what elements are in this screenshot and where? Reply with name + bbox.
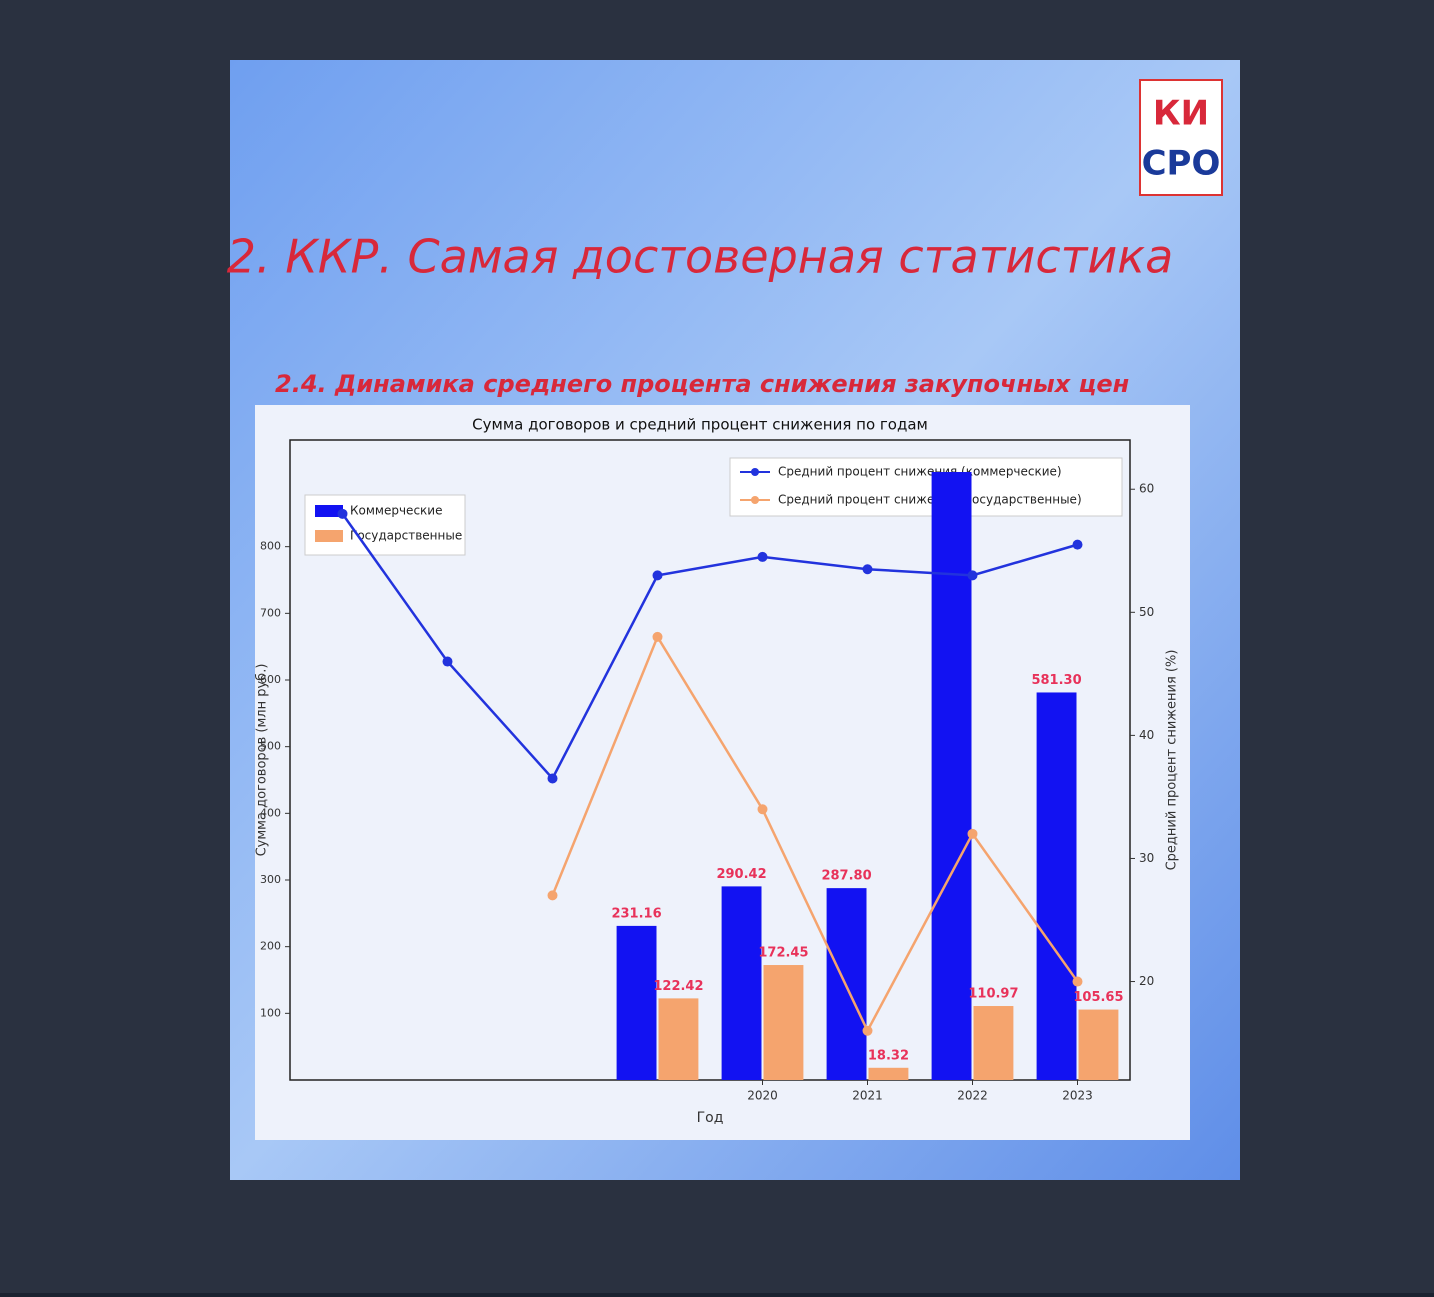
x-tick-label: 2023: [1062, 1089, 1093, 1103]
line-marker: [653, 632, 663, 642]
y-tick-label: 600: [260, 673, 281, 686]
y-tick-label: 100: [260, 1006, 281, 1019]
line-marker: [548, 773, 558, 783]
line-marker: [1073, 540, 1083, 550]
legend-right: Средний процент снижения (коммерческие) …: [730, 458, 1122, 516]
legend-entry: Коммерческие: [350, 504, 442, 518]
line-marker: [548, 890, 558, 900]
slide-subtitle: 2.4. Динамика среднего процента снижения…: [275, 370, 1129, 398]
y-axis-label: Сумма договоров (млн руб.): [255, 664, 270, 857]
bar: [658, 998, 698, 1080]
logo-bottom: СРО: [1142, 144, 1221, 184]
y-tick-label: 800: [260, 540, 281, 553]
line-marker: [758, 552, 768, 562]
line-marker: [863, 564, 873, 574]
line-marker: [653, 570, 663, 580]
slide-title: 2. ККР. Самая достоверная статистика: [227, 230, 1174, 284]
bar-value-label: 122.42: [653, 979, 703, 994]
bar-value-label: 287.80: [821, 869, 871, 884]
bar: [973, 1006, 1013, 1080]
y-tick-label: 300: [260, 873, 281, 886]
logo-top: КИ: [1153, 94, 1209, 134]
bar: [1037, 692, 1077, 1080]
line-marker: [443, 657, 453, 667]
legend-entry: Государственные: [350, 529, 462, 543]
x-tick-label: 2021: [852, 1089, 883, 1103]
legend-swatch: [315, 530, 343, 542]
x-tick-label: 2022: [957, 1089, 988, 1103]
y-tick-label: 700: [260, 606, 281, 619]
legend-swatch: [751, 468, 759, 476]
bar-value-label: 581.30: [1031, 673, 1081, 688]
x-axis-label: Год: [697, 1110, 724, 1126]
y2-tick-label: 20: [1139, 974, 1154, 988]
bar-value-label: 18.32: [868, 1048, 909, 1063]
y2-axis-label: Средний процент снижения (%): [1165, 650, 1180, 871]
bar: [1078, 1010, 1118, 1080]
page: КИ СРО 2. ККР. Самая достоверная статист…: [0, 0, 1434, 1293]
bar-value-label: 110.97: [968, 987, 1018, 1002]
bar-value-label: 290.42: [716, 867, 766, 882]
y2-tick-label: 30: [1139, 851, 1154, 865]
line-marker: [968, 829, 978, 839]
legend-entry: Средний процент снижения (государственны…: [778, 493, 1082, 507]
line-marker: [758, 804, 768, 814]
legend-swatch: [751, 496, 759, 504]
bar: [763, 965, 803, 1080]
chart-title: Сумма договоров и средний процент снижен…: [472, 416, 928, 434]
bar: [722, 886, 762, 1080]
bar-value-label: 231.16: [611, 906, 661, 921]
line-marker: [863, 1026, 873, 1036]
y-tick-label: 500: [260, 740, 281, 753]
bar: [932, 472, 972, 1080]
bar: [868, 1068, 908, 1080]
x-tick-label: 2020: [747, 1089, 778, 1103]
legend-entry: Средний процент снижения (коммерческие): [778, 465, 1062, 479]
y-tick-label: 200: [260, 940, 281, 953]
line-marker: [1073, 977, 1083, 987]
line-marker: [968, 570, 978, 580]
y2-tick-label: 50: [1139, 605, 1154, 619]
legend-left: Коммерческие Государственные: [305, 495, 465, 555]
y2-tick-label: 60: [1139, 482, 1154, 496]
y2-tick-label: 40: [1139, 728, 1154, 742]
bar: [617, 926, 657, 1080]
line-marker: [338, 509, 348, 519]
y-tick-label: 400: [260, 806, 281, 819]
bar-value-label: 172.45: [758, 946, 808, 961]
bar-value-label: 105.65: [1073, 990, 1123, 1005]
photo: КИ СРО 2. ККР. Самая достоверная статист…: [0, 0, 1434, 1293]
